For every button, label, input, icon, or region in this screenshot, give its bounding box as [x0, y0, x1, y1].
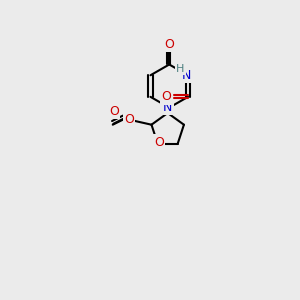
Text: N: N: [163, 101, 172, 114]
Text: H: H: [176, 64, 184, 74]
Text: O: O: [154, 136, 164, 148]
Text: N: N: [182, 69, 191, 82]
Text: O: O: [164, 38, 174, 51]
Text: O: O: [124, 113, 134, 126]
Text: O: O: [109, 105, 119, 118]
Text: O: O: [161, 90, 171, 103]
